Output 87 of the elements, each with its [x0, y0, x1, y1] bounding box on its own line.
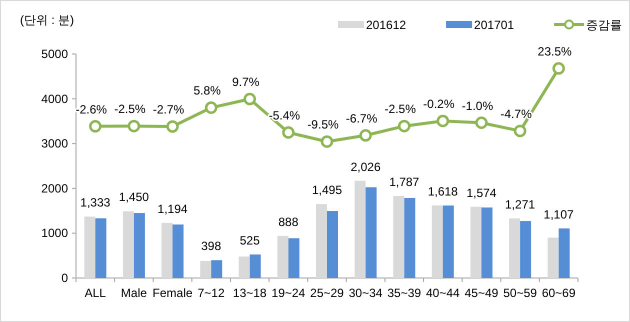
- data-label: 1,574: [466, 186, 497, 200]
- data-label: -1.0%: [462, 98, 494, 113]
- y-tick-label: 5000: [41, 47, 68, 61]
- data-label: 23.5%: [538, 44, 572, 58]
- bar: [481, 207, 492, 278]
- x-tick-label: 40~44: [426, 286, 460, 300]
- bar: [354, 180, 366, 278]
- bar: [509, 218, 520, 278]
- y-tick-label: 3000: [41, 136, 68, 151]
- data-label: -2.5%: [114, 102, 146, 116]
- bar: [558, 228, 570, 278]
- x-tick-label: 30~34: [348, 286, 383, 300]
- bar: [122, 211, 134, 278]
- bar: [442, 206, 454, 278]
- y-tick-label: 2000: [41, 181, 68, 196]
- bar: [162, 222, 173, 278]
- bar: [404, 198, 416, 278]
- y-tick-label: 1000: [41, 226, 68, 240]
- x-tick-label: 19~24: [272, 286, 306, 300]
- bar: [84, 216, 96, 278]
- bar: [366, 187, 377, 278]
- data-label: -5.4%: [268, 108, 300, 123]
- data-label: -9.5%: [307, 118, 339, 132]
- bar: [470, 206, 482, 278]
- data-label: -0.2%: [423, 96, 455, 111]
- data-label: 1,618: [428, 184, 458, 198]
- point: [282, 126, 295, 139]
- point: [552, 62, 565, 75]
- bar: [327, 211, 338, 278]
- legend-label: 증감률: [586, 18, 622, 32]
- bar: [250, 254, 261, 278]
- data-label: -2.6%: [76, 102, 108, 116]
- point: [514, 124, 526, 138]
- bar: [95, 218, 106, 278]
- data-label: 888: [278, 214, 299, 229]
- point: [128, 120, 140, 132]
- x-tick-label: 13~18: [232, 286, 267, 300]
- x-tick-label: 35~39: [387, 286, 422, 300]
- data-label: -6.7%: [346, 111, 378, 126]
- y-axis-title: (단위 : 분): [20, 13, 74, 27]
- data-label: 2,026: [350, 160, 381, 174]
- bar: [393, 196, 404, 278]
- point: [89, 120, 102, 133]
- x-tick-label: ALL: [84, 286, 106, 300]
- bar: [172, 224, 184, 278]
- point: [204, 101, 218, 114]
- bar: [134, 213, 145, 278]
- bar: [277, 236, 288, 278]
- x-tick-label: 25~29: [310, 286, 344, 300]
- x-tick-label: 60~69: [542, 286, 576, 300]
- point: [436, 114, 450, 128]
- data-label: 5.8%: [193, 84, 222, 98]
- point: [475, 116, 488, 129]
- data-label: 1,107: [544, 207, 574, 222]
- data-label: 9.7%: [232, 75, 260, 90]
- data-label: 1,450: [118, 190, 150, 204]
- data-label: 1,271: [505, 197, 536, 212]
- legend-label: 201612: [366, 18, 406, 32]
- point: [166, 120, 179, 133]
- x-tick-label: Male: [120, 286, 148, 300]
- bar: [548, 238, 559, 278]
- legend-label: 201701: [474, 18, 514, 32]
- bar: [211, 260, 222, 278]
- x-tick-label: 50~59: [503, 286, 538, 300]
- data-label: 1,333: [80, 196, 111, 210]
- bar: [520, 221, 532, 278]
- x-tick-label: 7~12: [198, 286, 225, 300]
- data-label: -2.7%: [152, 102, 185, 117]
- point: [244, 92, 256, 106]
- data-label: 525: [240, 233, 260, 248]
- data-label: -2.5%: [384, 102, 416, 116]
- data-label: 398: [201, 239, 222, 254]
- data-label: 1,787: [389, 175, 420, 190]
- y-tick-label: 0: [61, 271, 68, 285]
- point: [398, 120, 410, 132]
- point: [359, 129, 372, 142]
- data-label: 1,495: [312, 183, 342, 198]
- data-label: 1,194: [158, 202, 188, 216]
- bar: [200, 260, 212, 278]
- bar: [238, 256, 250, 278]
- y-tick-label: 4000: [41, 92, 68, 106]
- x-tick-label: 45~49: [464, 286, 499, 300]
- x-tick-label: Female: [152, 286, 193, 300]
- point: [320, 135, 334, 148]
- bar: [316, 204, 327, 278]
- bar: [288, 238, 300, 278]
- bar: [432, 205, 443, 278]
